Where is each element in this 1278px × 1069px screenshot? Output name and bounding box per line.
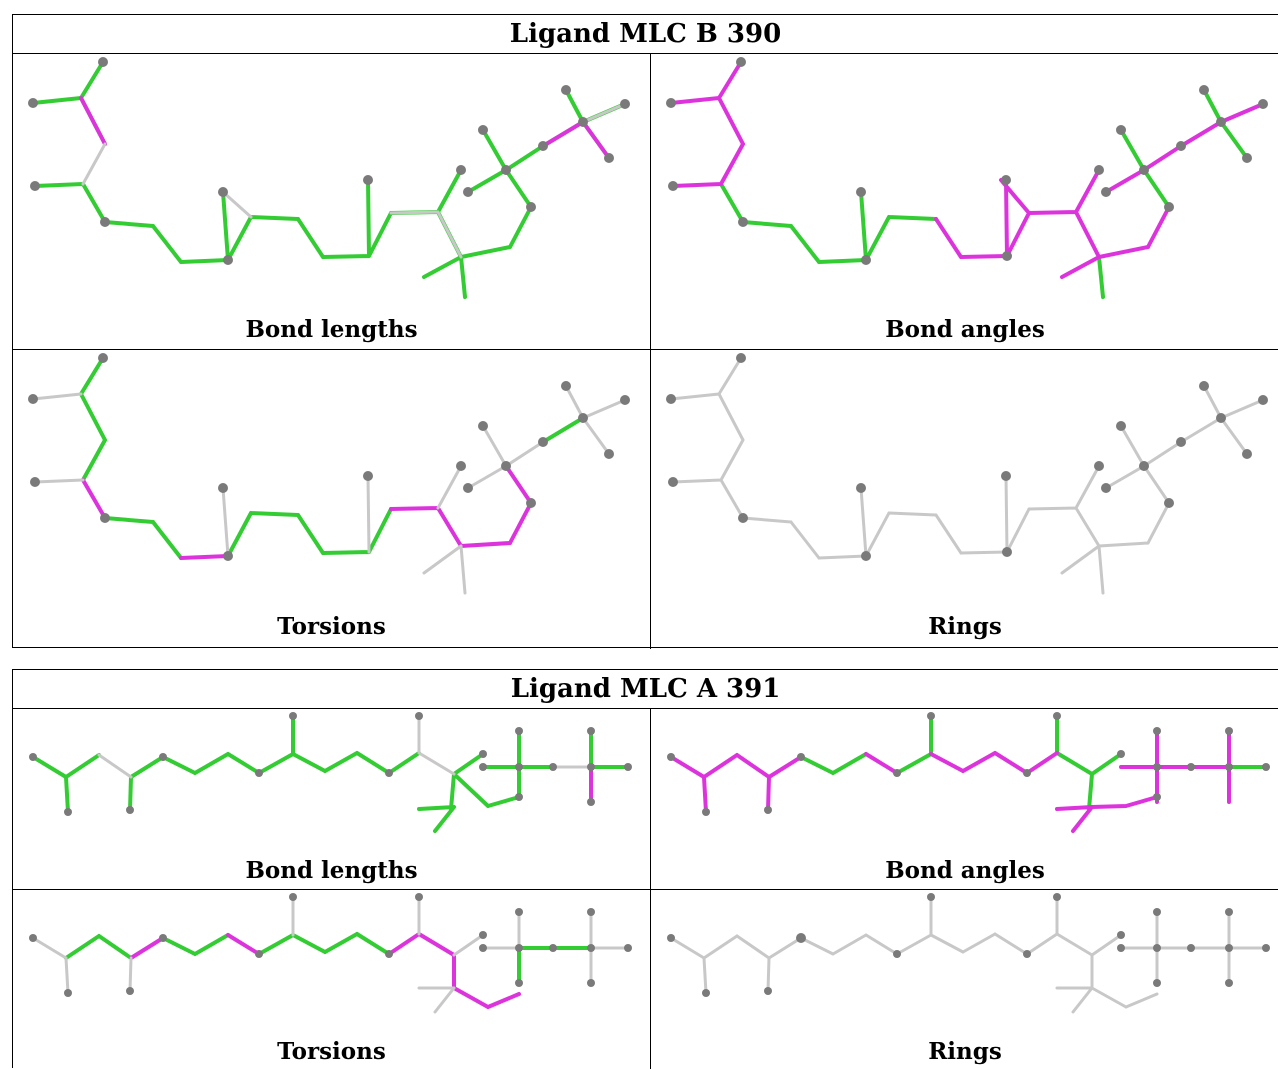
bond-lengths-cell: Bond lengths (13, 709, 650, 889)
cell-divider-vertical (650, 708, 651, 1069)
cell-caption: Torsions (277, 1038, 386, 1065)
cell-divider-horizontal (13, 889, 1278, 890)
bond-lengths-cell: Bond lengths (13, 54, 650, 349)
molecule-diagram (666, 353, 1268, 595)
panel-title: Ligand MLC A 391 (13, 670, 1278, 709)
bond-angles-cell: Bond angles (651, 709, 1278, 889)
panel-title: Ligand MLC B 390 (13, 15, 1278, 54)
cell-caption: Bond lengths (245, 316, 418, 343)
molecule-diagram (29, 893, 632, 1014)
cell-caption: Torsions (277, 613, 386, 640)
cell-caption: Bond angles (885, 316, 1045, 343)
molecule-diagram (667, 712, 1270, 833)
bond-angles-cell: Bond angles (651, 54, 1278, 349)
molecule-diagram (28, 57, 630, 299)
molecule-diagram (28, 353, 630, 595)
cell-divider-vertical (650, 53, 651, 649)
cell-caption: Rings (928, 1038, 1002, 1065)
torsions-cell: Torsions (13, 350, 650, 649)
molecule-diagram (666, 57, 1268, 299)
cell-divider-horizontal (13, 349, 1278, 350)
cell-caption: Rings (928, 613, 1002, 640)
cell-caption: Bond lengths (245, 857, 418, 884)
ligand-panel-1: Ligand MLC B 390 Bond lengths (12, 14, 1278, 649)
molecule-diagram (29, 712, 632, 833)
ligand-panel-2: Ligand MLC A 391 Bond lengths (12, 669, 1278, 1069)
rings-cell: Rings (651, 890, 1278, 1069)
rings-cell: Rings (651, 350, 1278, 649)
molecule-diagram (667, 893, 1270, 1014)
torsions-cell: Torsions (13, 890, 650, 1069)
cell-caption: Bond angles (885, 857, 1045, 884)
